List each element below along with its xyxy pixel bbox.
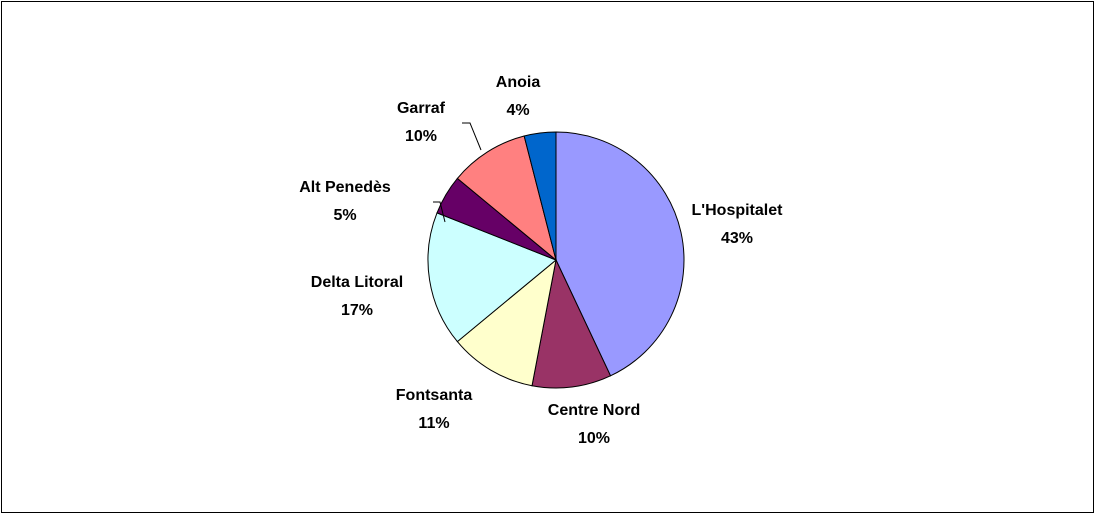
pie-slice — [523, 131, 557, 261]
pie-slice — [555, 131, 685, 377]
pie-slice — [456, 135, 557, 262]
pie-slice — [427, 212, 557, 343]
slice-value-label: 11% — [418, 415, 449, 432]
slice-label: Alt Penedès — [299, 179, 391, 196]
slice-label: Centre Nord — [548, 402, 640, 419]
pie-slice — [456, 258, 557, 387]
leader-line — [433, 201, 446, 223]
slice-label: Fontsanta — [396, 387, 473, 404]
leader-line — [462, 122, 482, 151]
slice-value-label: 5% — [333, 207, 356, 224]
slice-value-label: 17% — [341, 302, 373, 319]
slice-value-label: 10% — [578, 430, 610, 447]
slice-value-label: 4% — [506, 102, 529, 119]
slice-value-label: 10% — [405, 128, 437, 145]
slice-label: Delta Litoral — [311, 274, 403, 291]
slice-value-label: 43% — [721, 230, 753, 247]
slice-label: Anoia — [496, 74, 541, 91]
slice-label: L'Hospitalet — [692, 202, 784, 219]
slice-label: Garraf — [397, 100, 446, 117]
pie-slice — [531, 258, 612, 389]
